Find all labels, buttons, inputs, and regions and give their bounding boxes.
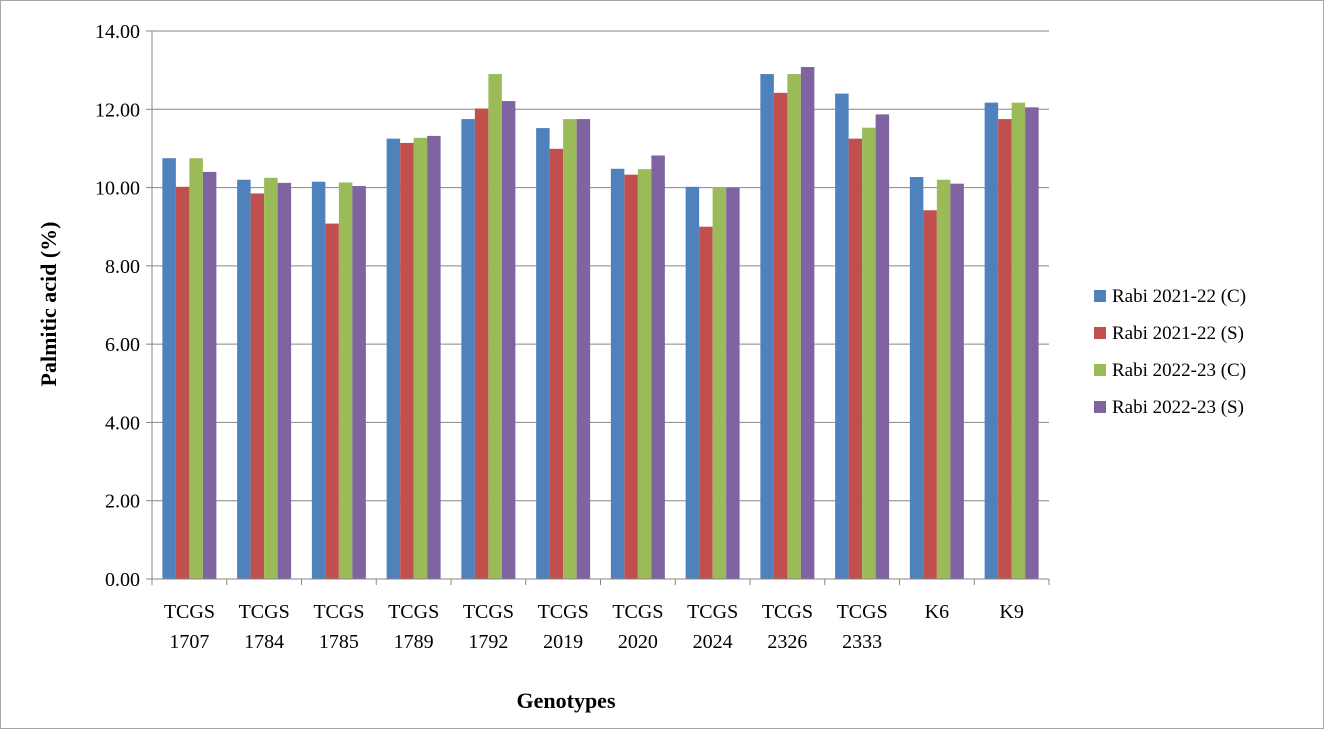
bar-11-3: [1025, 107, 1039, 579]
legend-label: Rabi 2021-22 (C): [1112, 286, 1246, 307]
bar-11-2: [1011, 102, 1026, 579]
axes: [151, 31, 1050, 585]
x-category-label: 1792: [468, 631, 508, 653]
bar-0-0: [162, 158, 176, 579]
bars: [162, 67, 1039, 580]
bar-3-3: [427, 135, 441, 579]
bar-10-0: [909, 177, 924, 579]
bar-2-1: [325, 223, 339, 579]
y-tick-label: 6.00: [105, 334, 140, 356]
y-tick-label: 0.00: [105, 569, 140, 591]
bar-2-2: [338, 182, 353, 580]
y-tick-label: 14.00: [95, 21, 140, 43]
x-category-label: 1785: [319, 631, 359, 653]
legend-swatch: [1094, 290, 1106, 302]
bar-11-0: [984, 102, 999, 579]
x-category-label: TCGS: [612, 601, 663, 623]
x-category-label: 1707: [169, 631, 209, 653]
x-category-label: 1784: [244, 631, 284, 653]
y-tick-label: 2.00: [105, 491, 140, 513]
bar-10-1: [923, 210, 937, 579]
bar-8-0: [760, 74, 774, 580]
x-category-label: TCGS: [538, 601, 589, 623]
y-tick-label: 8.00: [105, 256, 140, 278]
bar-6-0: [610, 168, 625, 580]
x-category-label: 2333: [842, 631, 882, 653]
bar-4-0: [461, 119, 475, 580]
bar-11-1: [998, 119, 1012, 580]
bar-0-1: [175, 186, 190, 579]
bar-10-3: [950, 183, 964, 579]
x-category-label: TCGS: [313, 601, 364, 623]
legend-label: Rabi 2021-22 (S): [1112, 323, 1244, 344]
legend-label: Rabi 2022-23 (C): [1112, 360, 1246, 381]
x-category-label: 2024: [693, 631, 733, 653]
x-axis-title: Genotypes: [517, 688, 616, 713]
y-tick-label: 10.00: [95, 178, 140, 200]
bar-9-3: [875, 114, 890, 580]
legend: Rabi 2021-22 (C) Rabi 2021-22 (S) Rabi 202…: [1094, 286, 1246, 418]
legend-swatch: [1094, 364, 1106, 376]
y-tick-labels: 0.00 2.00 4.00 6.00 8.00 10.00 12.00 14.00: [95, 21, 140, 591]
y-tick-label: 4.00: [105, 412, 140, 434]
x-category-label: TCGS: [463, 601, 514, 623]
bar-4-3: [501, 101, 516, 580]
bar-4-1: [474, 108, 489, 579]
x-category-label: 2326: [767, 631, 807, 653]
y-tick-label: 12.00: [95, 99, 140, 121]
x-category-label: 2019: [543, 631, 583, 653]
bar-1-3: [277, 182, 292, 580]
bar-5-0: [536, 128, 550, 579]
bar-5-1: [549, 148, 564, 579]
bar-0-2: [189, 158, 203, 579]
x-category-label: 2020: [618, 631, 658, 653]
bar-1-1: [250, 193, 265, 579]
bar-7-3: [726, 187, 740, 580]
bar-6-2: [637, 169, 652, 579]
bar-7-0: [685, 186, 700, 579]
bar-6-3: [651, 155, 665, 579]
x-category-label: TCGS: [388, 601, 439, 623]
x-category-label: K6: [925, 601, 949, 623]
bar-1-0: [237, 179, 251, 579]
bar-4-2: [488, 74, 502, 580]
bar-0-3: [202, 171, 217, 579]
bar-8-2: [787, 74, 801, 580]
bar-10-2: [936, 179, 951, 579]
bar-3-2: [413, 137, 428, 580]
bar-3-0: [386, 138, 401, 579]
x-category-label: TCGS: [837, 601, 888, 623]
legend-swatch: [1094, 401, 1106, 413]
gridlines: [146, 30, 1049, 580]
x-category-label: TCGS: [762, 601, 813, 623]
bar-1-2: [264, 177, 278, 580]
bar-7-1: [699, 226, 713, 579]
bar-6-1: [624, 174, 638, 579]
legend-swatch: [1094, 327, 1106, 339]
bar-5-2: [563, 119, 577, 580]
x-category-labels: TCGS 1707 TCGS 1784 TCGS 1785 TCGS 1789 TCGS 1792…: [164, 601, 1024, 653]
x-category-label: TCGS: [164, 601, 215, 623]
bar-9-0: [835, 93, 849, 579]
bar-3-1: [400, 142, 414, 579]
bar-8-1: [773, 92, 788, 580]
x-category-label: TCGS: [239, 601, 290, 623]
x-category-label: K9: [999, 601, 1023, 623]
y-axis-title: Palmitic acid (%): [36, 222, 61, 387]
legend-label: Rabi 2022-23 (S): [1112, 397, 1244, 418]
bar-7-2: [712, 187, 727, 579]
bar-9-2: [862, 127, 876, 579]
bar-9-1: [848, 138, 863, 579]
bar-2-0: [311, 181, 326, 579]
bar-8-3: [800, 67, 815, 580]
bar-5-3: [576, 119, 591, 580]
bar-2-3: [352, 186, 366, 579]
x-category-label: TCGS: [687, 601, 738, 623]
x-category-label: 1789: [394, 631, 434, 653]
